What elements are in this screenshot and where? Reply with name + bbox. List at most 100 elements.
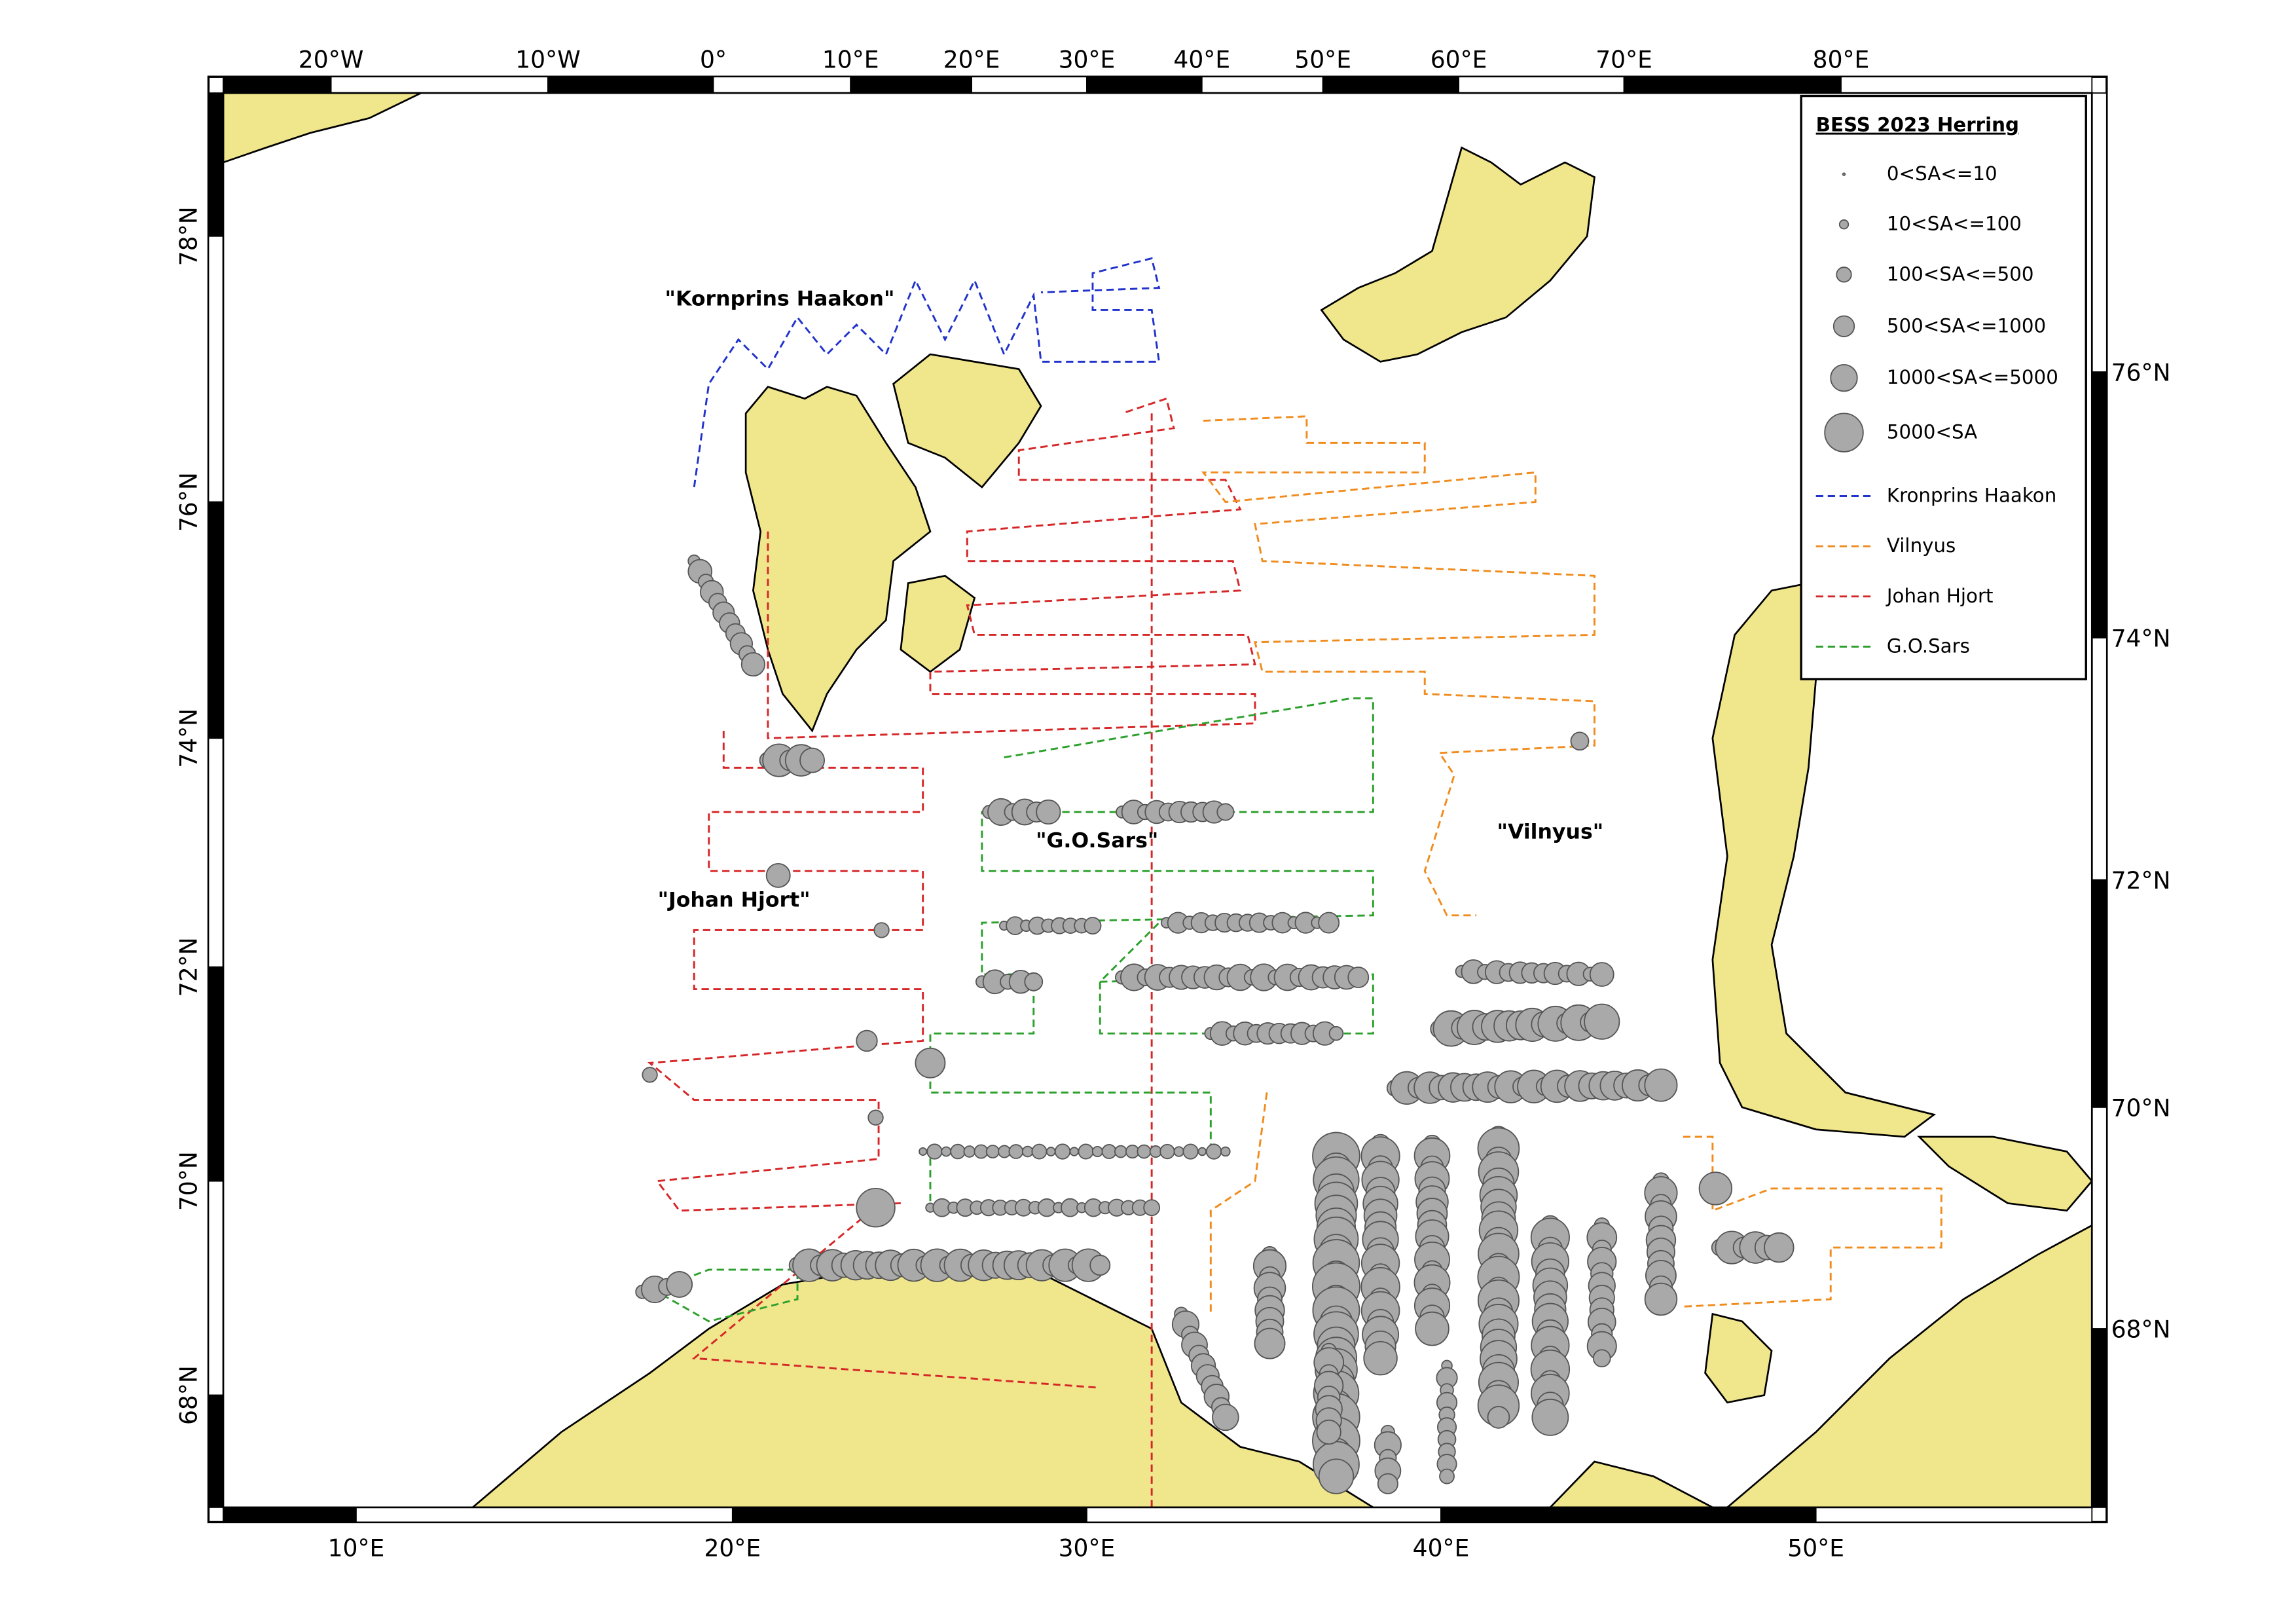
frame-segment — [2091, 637, 2107, 881]
sa-circle — [985, 1145, 1000, 1159]
top-tick-label: 30°E — [1059, 46, 1116, 74]
sa-circle — [765, 863, 791, 888]
frame-segment — [1086, 76, 1203, 94]
top-tick-label: 0° — [700, 46, 727, 74]
right-tick-label: 70°N — [2111, 1094, 2171, 1122]
bottom-tick-label: 40°E — [1413, 1534, 1470, 1562]
sa-circle — [1589, 962, 1614, 987]
left-tick-label: 70°N — [175, 1151, 202, 1211]
bottom-tick-label: 20°E — [704, 1534, 761, 1562]
sa-circle — [1316, 1419, 1341, 1445]
sa-circle — [998, 1145, 1011, 1158]
frame-segment — [1623, 76, 1842, 94]
sa-circle — [1149, 1145, 1162, 1158]
legend-label: G.O.Sars — [1887, 635, 1970, 657]
sa-circle — [1328, 1025, 1344, 1041]
frame-segment — [208, 501, 224, 739]
sa-circle — [963, 1145, 976, 1158]
sa-circle — [1197, 1147, 1207, 1156]
frame-segment — [1086, 1506, 1442, 1523]
sa-circle — [1347, 967, 1370, 988]
top-tick-label: 10°E — [822, 46, 879, 74]
sa-circle — [1089, 1255, 1111, 1276]
frame-segment — [1815, 1506, 2093, 1523]
sa-circle — [799, 747, 826, 773]
legend-symbol — [1836, 267, 1852, 283]
sa-circle — [1212, 1403, 1239, 1431]
sa-circle — [1125, 1144, 1140, 1159]
legend-label: 0<SA<=10 — [1887, 162, 1997, 185]
right-tick-label: 68°N — [2111, 1316, 2171, 1344]
sa-circle — [1363, 1340, 1398, 1376]
sa-circle — [1318, 912, 1340, 934]
sa-circle — [873, 922, 890, 938]
legend: BESS 2023 Herring 0<SA<=10 10<SA<=100 100<… — [1800, 94, 2087, 680]
top-tick-label: 60°E — [1430, 46, 1487, 74]
ship-label: "G.O.Sars" — [1036, 829, 1158, 853]
sa-circle — [1091, 1145, 1103, 1158]
sa-circle — [1584, 1003, 1620, 1040]
sa-circle — [1008, 1144, 1024, 1159]
frame-segment — [1440, 1506, 1817, 1523]
sa-circle — [1377, 1473, 1398, 1494]
frame-segment — [2091, 371, 2107, 638]
frame-segment — [547, 76, 714, 94]
left-tick-label: 72°N — [175, 937, 202, 997]
left-tick-label: 68°N — [175, 1365, 202, 1425]
legend-title: BESS 2023 Herring — [1816, 114, 2019, 136]
legend-symbol — [1832, 315, 1855, 337]
legend-label: 1000<SA<=5000 — [1887, 366, 2058, 388]
legend-label: 10<SA<=100 — [1887, 213, 2022, 235]
bottom-tick-label: 50°E — [1787, 1534, 1844, 1562]
ship-label: "Kornprins Haakon" — [665, 287, 895, 311]
frame-segment — [355, 1506, 733, 1523]
sa-circle — [1046, 1147, 1056, 1156]
frame-segment — [223, 76, 332, 94]
legend-label: Vilnyus — [1887, 534, 1956, 557]
top-tick-label: 20°E — [943, 46, 1000, 74]
frame-segment — [1201, 76, 1324, 94]
top-tick-label: 40°E — [1173, 46, 1230, 74]
frame-segment — [2091, 1328, 2107, 1508]
frame-segment — [712, 76, 852, 94]
sa-circle — [1570, 731, 1590, 751]
frame-segment — [971, 76, 1087, 94]
sa-circle — [1159, 1143, 1175, 1160]
sa-circle — [1036, 799, 1061, 825]
frame-segment — [1840, 76, 2093, 94]
legend-symbol — [1838, 219, 1850, 230]
sa-circle — [1318, 1458, 1355, 1494]
frame-segment — [330, 76, 549, 94]
frame-segment — [208, 966, 224, 1182]
ship-label: "Vilnyus" — [1497, 821, 1604, 844]
frame-segment — [731, 1506, 1087, 1523]
sa-circle — [666, 1271, 693, 1298]
frame-segment — [208, 737, 224, 968]
frame-segment — [2091, 1107, 2107, 1329]
sa-circle — [1205, 1143, 1222, 1160]
top-tick-label: 70°E — [1595, 46, 1652, 74]
sa-circle — [1439, 1468, 1455, 1485]
legend-label: Johan Hjort — [1886, 585, 1994, 607]
legend-symbol — [1824, 413, 1864, 452]
sa-circle — [974, 1144, 989, 1159]
sa-circle — [1173, 1146, 1184, 1157]
sa-circle — [1069, 1147, 1079, 1156]
sa-circle — [1764, 1232, 1795, 1263]
sa-circle — [1137, 1144, 1152, 1159]
sa-circle — [926, 1143, 943, 1160]
sa-circle — [1054, 1143, 1071, 1160]
sa-circle — [867, 1109, 884, 1126]
top-tick-label: 10°W — [515, 46, 581, 74]
frame-ticks — [208, 76, 2107, 1523]
sa-circle — [642, 1067, 658, 1083]
sa-circle — [1031, 1143, 1048, 1160]
sa-circle — [1024, 972, 1044, 991]
bottom-tick-label: 10°E — [328, 1534, 385, 1562]
left-tick-label: 78°N — [175, 206, 202, 266]
sa-circles — [635, 554, 1795, 1494]
left-tick-label: 74°N — [175, 709, 202, 768]
sa-circle — [1078, 1143, 1094, 1160]
legend-label: 500<SA<=1000 — [1887, 314, 2046, 337]
sa-circle — [1254, 1327, 1286, 1359]
